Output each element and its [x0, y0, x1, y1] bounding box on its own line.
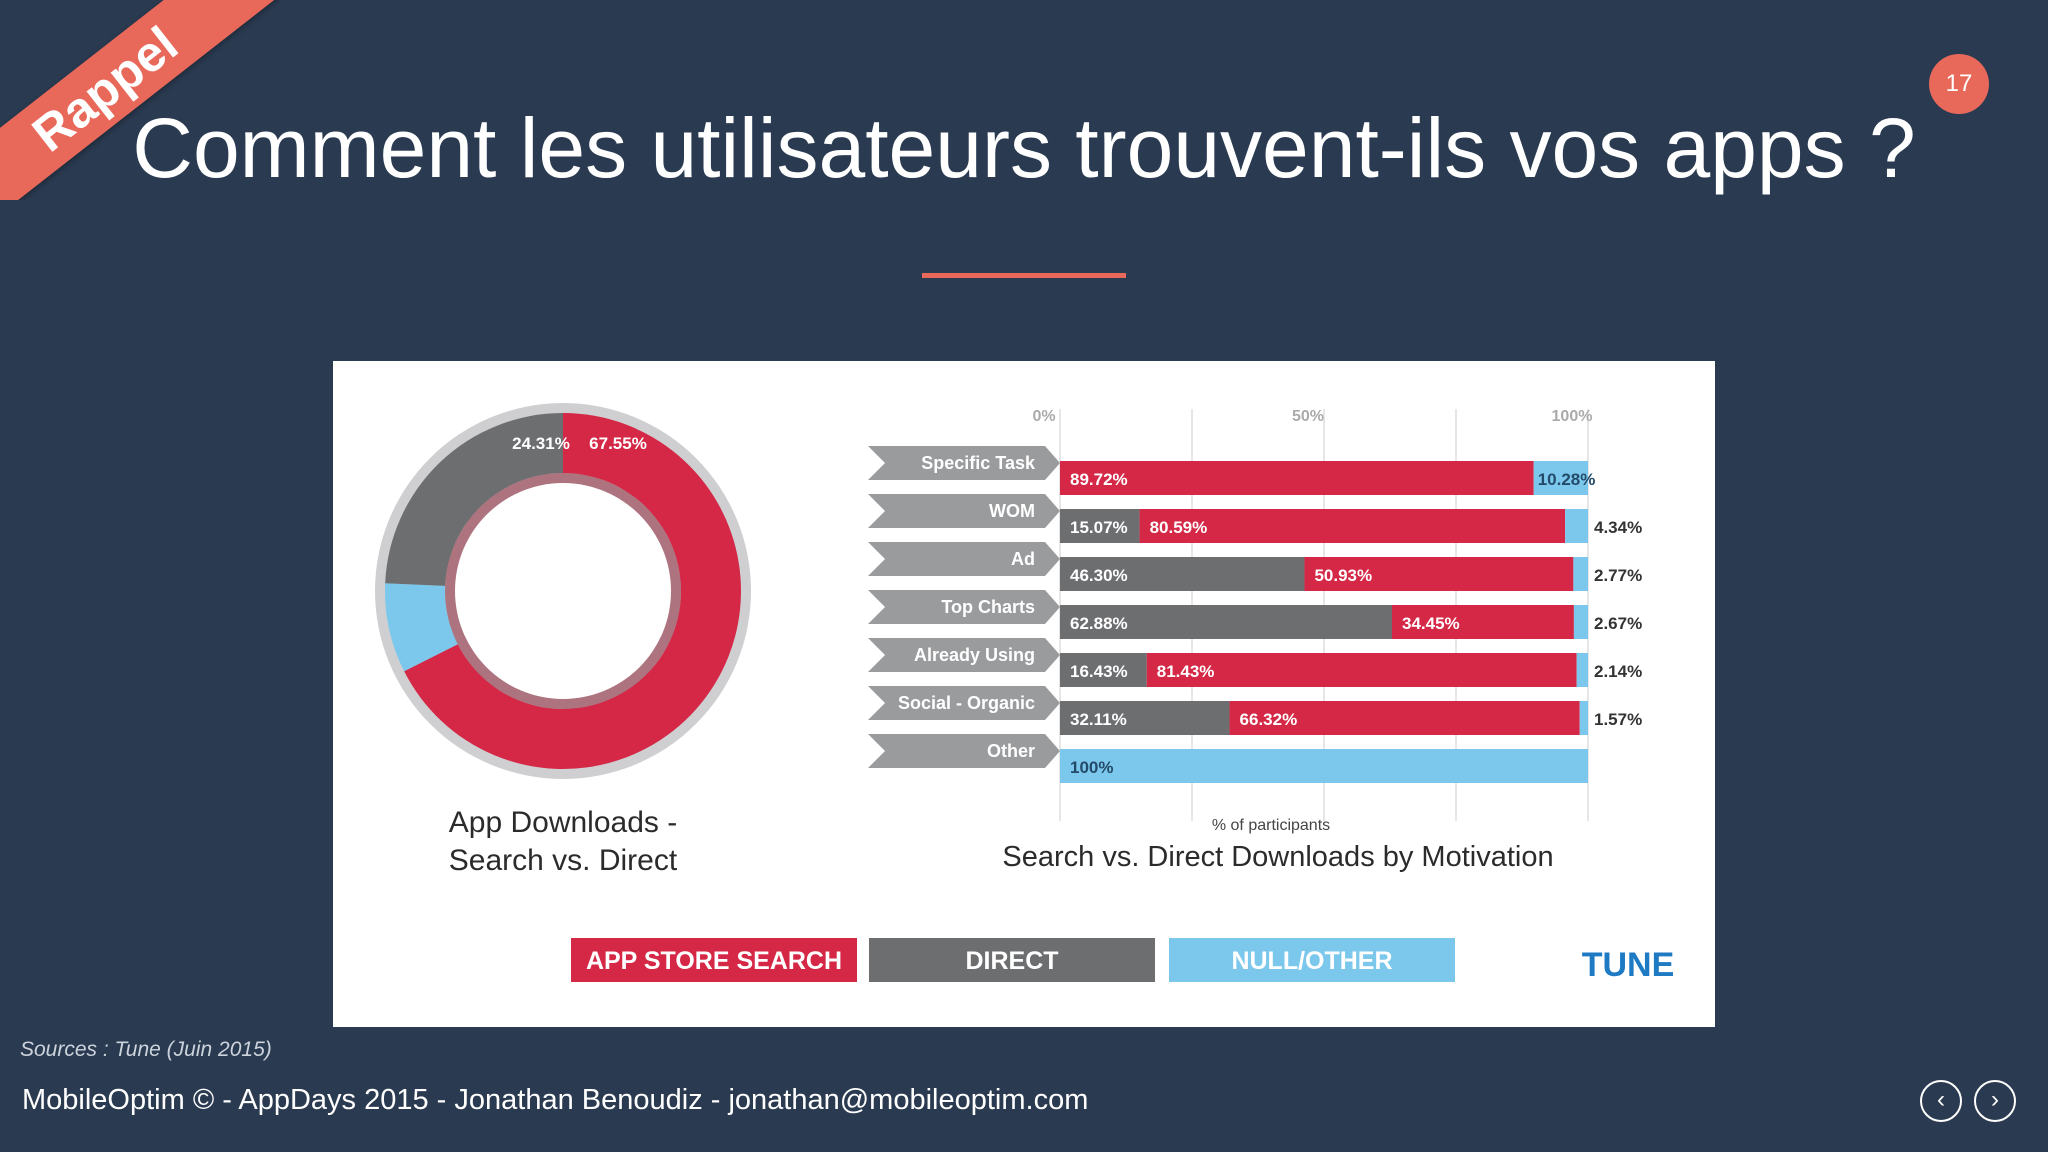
bar-segment [1139, 509, 1566, 543]
bar-segment [1060, 653, 1147, 687]
bar-value-label: 89.72% [1070, 470, 1128, 489]
bar-segment [1573, 557, 1588, 591]
bar-value-label: 81.43% [1157, 662, 1215, 681]
bar-value-label: 50.93% [1314, 566, 1372, 585]
bar-value-label: 2.77% [1594, 566, 1642, 585]
category-tag [868, 494, 1060, 528]
bar-value-label: 16.43% [1070, 662, 1128, 681]
bar-segment [1304, 557, 1574, 591]
category-label: WOM [989, 501, 1035, 521]
category-label: Ad [1011, 549, 1035, 569]
category-tag [868, 734, 1060, 768]
category-label: Top Charts [941, 597, 1035, 617]
page-number-badge: 17 [1929, 54, 1989, 114]
donut-chart: 67.55%8.14%24.31%App Downloads -Search v… [375, 403, 751, 877]
bar-value-label: 80.59% [1150, 518, 1208, 537]
bar-segment [1060, 701, 1230, 735]
bar-segment [1392, 605, 1574, 639]
bar-value-label: 2.67% [1594, 614, 1642, 633]
category-tag [868, 638, 1060, 672]
category-tag [868, 542, 1060, 576]
bar-value-label: 46.30% [1070, 566, 1128, 585]
category-label: Already Using [914, 645, 1035, 665]
bar-segment [1060, 509, 1140, 543]
source-note: Sources : Tune (Juin 2015) [20, 1038, 272, 1061]
footer-text: MobileOptim © - AppDays 2015 - Jonathan … [22, 1084, 1089, 1116]
donut-title-line: Search vs. Direct [449, 844, 678, 877]
x-tick-label: 100% [1552, 408, 1593, 425]
category-label: Other [987, 741, 1035, 761]
legend-swatch [869, 938, 1155, 982]
bar-segment [1579, 701, 1588, 735]
category-label: Social - Organic [898, 693, 1035, 713]
chart-card: 67.55%8.14%24.31%App Downloads -Search v… [333, 361, 1715, 1027]
x-axis-label: % of participants [1212, 817, 1330, 834]
donut-slice-label: 67.55% [589, 434, 647, 453]
bar-value-label: 34.45% [1402, 614, 1460, 633]
legend-swatch [1169, 938, 1455, 982]
bar-segment [1229, 701, 1580, 735]
donut-slice-label: 24.31% [512, 434, 570, 453]
bar-segment [1060, 605, 1393, 639]
x-tick-label: 0% [1032, 408, 1055, 425]
category-tag [868, 446, 1060, 480]
bar-value-label: 1.57% [1594, 710, 1642, 729]
bar-segment [1146, 653, 1577, 687]
category-tag [868, 590, 1060, 624]
chart-canvas: 67.55%8.14%24.31%App Downloads -Search v… [375, 403, 1675, 984]
prev-slide-button[interactable]: ‹ [1920, 1080, 1962, 1122]
next-slide-button[interactable]: › [1974, 1080, 2016, 1122]
title-divider [922, 273, 1126, 278]
bar-value-label: 10.28% [1538, 470, 1596, 489]
legend: APP STORE SEARCH DIRECT NULL/OTHER [571, 938, 1455, 982]
category-tag [868, 686, 1060, 720]
donut-hole [455, 483, 671, 699]
legend-label: NULL/OTHER [1231, 947, 1392, 975]
bar-value-label: 66.32% [1240, 710, 1298, 729]
bar-segment [1060, 461, 1534, 495]
donut-slice [385, 413, 563, 586]
donut-title-line: App Downloads - [449, 806, 677, 839]
bar-chart-title: Search vs. Direct Downloads by Motivatio… [1002, 841, 1553, 873]
legend-label: APP STORE SEARCH [586, 947, 842, 975]
motivation-bar-chart: 0% 50% 100% Specific Task 89.72% 10.28% WOM 15.… [868, 408, 1642, 873]
bar-segment [1576, 653, 1588, 687]
bar-segment [1060, 749, 1588, 783]
bar-segment [1573, 605, 1588, 639]
bar-segment [1565, 509, 1588, 543]
donut-slice [404, 413, 741, 769]
legend-swatch [571, 938, 857, 982]
category-label: Specific Task [921, 453, 1036, 473]
bar-value-label: 62.88% [1070, 614, 1128, 633]
tune-logo: TUNE [1582, 946, 1675, 984]
bar-value-label: 100% [1070, 758, 1113, 777]
donut-slice [385, 583, 458, 672]
bar-value-label: 15.07% [1070, 518, 1128, 537]
bar-value-label: 2.14% [1594, 662, 1642, 681]
bar-segment [1060, 557, 1305, 591]
bar-segment [1533, 461, 1588, 495]
x-tick-label: 50% [1292, 408, 1324, 425]
bar-value-label: 32.11% [1070, 710, 1127, 729]
page-title: Comment les utilisateurs trouvent-ils vo… [132, 101, 1916, 195]
bar-value-label: 4.34% [1594, 518, 1642, 537]
legend-label: DIRECT [965, 947, 1058, 975]
